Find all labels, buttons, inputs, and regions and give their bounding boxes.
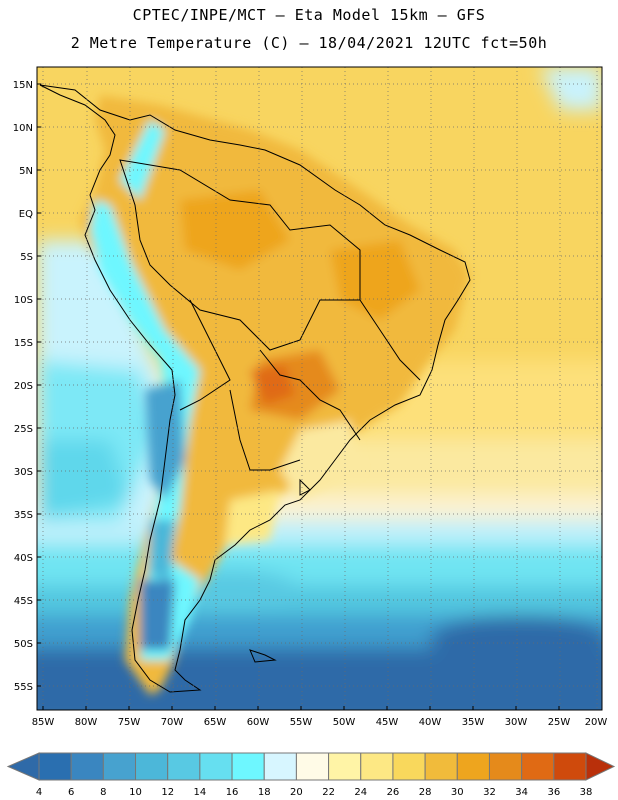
lon-label: 30W <box>505 717 528 728</box>
lat-label: 20S <box>14 381 33 392</box>
legend-value: 26 <box>387 787 400 798</box>
lon-label: 70W <box>161 717 184 728</box>
legend-arrow-low <box>6 752 40 781</box>
lat-label: 10S <box>14 295 33 306</box>
legend-value: 16 <box>226 787 239 798</box>
map-frame <box>36 66 603 711</box>
lat-label: EQ <box>19 209 33 220</box>
map-subtitle: 2 Metre Temperature (C) – 18/04/2021 12U… <box>70 34 548 52</box>
legend-value: 30 <box>451 787 464 798</box>
legend-box <box>392 752 426 781</box>
legend-box <box>488 752 523 781</box>
legend-box <box>521 752 555 781</box>
legend-value: 22 <box>322 787 335 798</box>
legend-box <box>456 752 490 781</box>
longitude-labels: 85W 80W 75W 70W 65W 60W 55W 50W 45W 40W 35W 30W 25W 2… <box>32 706 608 728</box>
legend-box <box>231 752 265 781</box>
legend-box <box>199 752 233 781</box>
lat-label: 45S <box>14 596 33 607</box>
legend-box <box>553 752 587 781</box>
temperature-map: 15N 10N 5N EQ 5S 10S 15S 20S 25S 30S 35S 40S 45S 50S 5… <box>13 66 608 728</box>
lat-label: 50S <box>14 639 33 650</box>
lat-label: 15S <box>14 338 33 349</box>
lon-label: 45W <box>376 717 399 728</box>
legend-value: 32 <box>483 787 496 798</box>
legend-arrow-high <box>585 752 616 781</box>
lon-label: 20W <box>585 717 608 728</box>
legend-box <box>295 752 330 781</box>
legend-value: 4 <box>36 787 42 798</box>
legend-value: 24 <box>354 787 367 798</box>
lon-label: 35W <box>462 717 485 728</box>
latitude-labels: 15N 10N 5N EQ 5S 10S 15S 20S 25S 30S 35S 40S 45S 50S 5… <box>13 80 41 693</box>
lon-label: 75W <box>118 717 141 728</box>
map-title: CPTEC/INPE/MCT – Eta Model 15km – GFS <box>132 6 486 24</box>
legend-value: 36 <box>547 787 560 798</box>
legend-value: 20 <box>290 787 303 798</box>
legend-box <box>263 752 297 781</box>
lat-label: 25S <box>14 424 33 435</box>
lat-label: 35S <box>14 510 33 521</box>
legend-box <box>167 752 201 781</box>
legend-value: 12 <box>161 787 174 798</box>
legend-value: 34 <box>515 787 528 798</box>
legend-box <box>38 752 72 781</box>
lat-label: 55S <box>14 682 33 693</box>
coastlines <box>39 84 471 693</box>
lat-label: 15N <box>13 80 33 91</box>
temperature-field <box>37 67 602 710</box>
lat-label: 40S <box>14 553 33 564</box>
legend-value: 10 <box>129 787 142 798</box>
lon-label: 40W <box>419 717 442 728</box>
lon-label: 65W <box>204 717 227 728</box>
lon-label: 50W <box>333 717 356 728</box>
lon-label: 80W <box>75 717 98 728</box>
lat-label: 5N <box>19 166 33 177</box>
legend-value: 28 <box>419 787 432 798</box>
legend-box <box>70 752 104 781</box>
legend-value: 18 <box>258 787 271 798</box>
legend-value: 8 <box>100 787 106 798</box>
lon-label: 25W <box>548 717 571 728</box>
legend-value: 14 <box>194 787 207 798</box>
legend-value: 38 <box>580 787 593 798</box>
lat-label: 5S <box>20 252 33 263</box>
lon-label: 55W <box>290 717 313 728</box>
lat-label: 30S <box>14 467 33 478</box>
legend-box <box>135 752 169 781</box>
legend-box <box>424 752 458 781</box>
legend-value: 6 <box>68 787 74 798</box>
legend-box <box>328 752 362 781</box>
legend-box <box>360 752 394 781</box>
lon-label: 85W <box>32 717 55 728</box>
legend-box <box>102 752 137 781</box>
lat-label: 10N <box>13 123 33 134</box>
lon-label: 60W <box>247 717 270 728</box>
